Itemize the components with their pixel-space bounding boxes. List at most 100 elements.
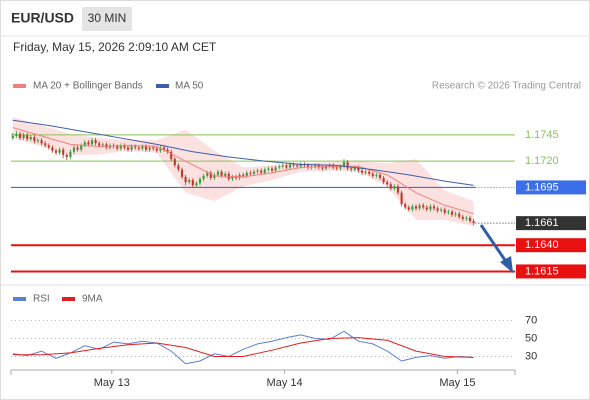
candle-body — [231, 176, 234, 180]
candle-body — [321, 167, 324, 169]
candle-body — [299, 164, 302, 167]
candle-body — [368, 171, 371, 174]
series-line — [12, 337, 474, 358]
candle-body — [281, 165, 284, 167]
candle-body — [389, 184, 392, 189]
timestamp: Friday, May 15, 2026 2:09:10 AM CET — [13, 40, 217, 54]
candle-body — [242, 174, 245, 176]
legend-swatch — [156, 84, 169, 88]
candle-body — [350, 168, 353, 170]
candle-body — [440, 209, 443, 211]
candle-body — [267, 168, 270, 170]
candle-body — [461, 216, 464, 219]
candle-body — [173, 159, 176, 166]
candle-body — [371, 173, 374, 176]
candle-body — [11, 135, 14, 139]
candle-body — [130, 146, 133, 150]
moving-average — [12, 119, 474, 186]
legend-label: RSI — [33, 294, 50, 305]
candle-body — [314, 165, 317, 167]
candle-body — [411, 206, 414, 210]
candle-body — [76, 147, 79, 150]
candle-body — [126, 147, 130, 150]
support-tag — [516, 238, 586, 253]
candle-body — [382, 177, 385, 183]
candle-body — [443, 209, 446, 213]
legend-label: 9MA — [82, 294, 103, 305]
candle-body — [29, 137, 32, 140]
forecast-arrow — [479, 224, 513, 273]
x-tick-label: May 14 — [267, 377, 303, 389]
bollinger-band — [12, 117, 474, 227]
candle-body — [62, 149, 65, 155]
moving-average — [12, 127, 474, 215]
candle-body — [393, 186, 396, 189]
interval-button[interactable] — [82, 7, 132, 31]
candle-body — [15, 133, 18, 136]
candle-body — [123, 145, 126, 148]
source: Research © 2026 Trading Central — [432, 81, 581, 92]
candle-body — [260, 170, 263, 173]
candle-body — [101, 144, 104, 146]
candle-body — [360, 170, 364, 173]
candle-body — [152, 147, 155, 149]
legend-label: MA 20 + Bollinger Bands — [33, 81, 143, 92]
candle-body — [407, 207, 410, 210]
support-label: 1.1640 — [525, 239, 559, 251]
candle-body — [375, 174, 378, 176]
candle-body — [65, 154, 68, 157]
candle-body — [54, 150, 58, 153]
candle-body — [44, 143, 47, 146]
candle-body — [472, 221, 475, 224]
legend-label: MA 50 — [175, 81, 204, 92]
candle-body — [119, 145, 122, 149]
x-tick-label: May 15 — [439, 377, 475, 389]
candle-body — [33, 137, 36, 142]
candle-body — [288, 164, 292, 168]
candle-body — [72, 147, 76, 152]
legend-swatch — [13, 297, 26, 301]
resistance-label: 1.1745 — [525, 129, 559, 141]
candle-body — [22, 134, 25, 139]
candle-body — [234, 176, 238, 178]
candle-body — [357, 167, 360, 171]
candle-body — [432, 206, 436, 209]
candle-body — [137, 147, 140, 149]
candle-body — [213, 174, 216, 178]
candle-body — [209, 172, 212, 178]
candle-body — [94, 140, 97, 144]
candle-body — [141, 146, 144, 149]
candle-body — [346, 162, 349, 169]
candle-body — [224, 173, 227, 176]
candle-body — [396, 186, 400, 193]
candle-body — [159, 147, 162, 151]
interval-label[interactable]: 30 MIN — [88, 11, 127, 25]
support-tag — [516, 264, 586, 279]
candle-body — [364, 171, 367, 173]
candle-body — [166, 149, 169, 152]
candle-body — [69, 151, 72, 157]
last-price-label: 1.1661 — [525, 217, 559, 229]
candle-body — [249, 172, 252, 174]
candle-body — [252, 171, 256, 174]
symbol: EUR/USD — [11, 10, 74, 26]
candle-body — [306, 165, 310, 168]
candle-body — [468, 217, 472, 222]
candle-body — [328, 165, 331, 167]
candle-body — [454, 213, 457, 215]
candle-body — [274, 167, 277, 171]
candle-body — [90, 140, 94, 145]
candle-body — [180, 169, 184, 177]
candle-body — [148, 147, 151, 150]
candle-body — [335, 167, 338, 169]
x-tick-label: May 13 — [94, 377, 130, 389]
candle-body — [220, 171, 223, 176]
candle-body — [353, 167, 356, 170]
y-tick-label: 70 — [525, 314, 537, 326]
candle-body — [400, 192, 403, 205]
series-line — [12, 330, 474, 365]
candle-body — [18, 133, 22, 139]
candle-body — [429, 206, 432, 210]
candle-body — [270, 168, 274, 171]
